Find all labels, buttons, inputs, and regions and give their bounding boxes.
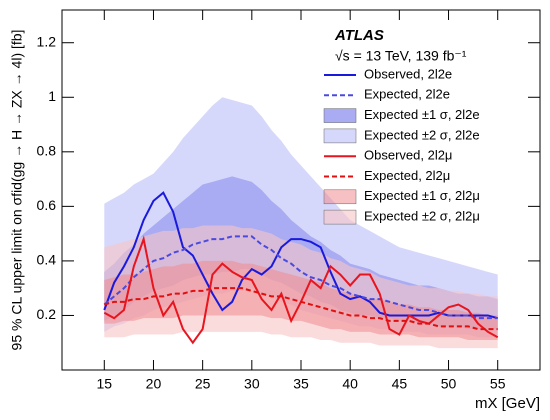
x-tick-label: 35	[293, 376, 309, 392]
y-axis-label: 95 % CL upper limit on σfid(gg → H → ZX …	[9, 30, 25, 351]
y-tick-label: 0.2	[37, 306, 57, 322]
y-tick-label: 0.6	[37, 197, 57, 213]
x-tick-label: 50	[441, 376, 457, 392]
legend-label: Observed, 2l2μ	[364, 148, 452, 163]
energy-label: √s = 13 TeV, 139 fb⁻¹	[335, 48, 467, 64]
x-tick-label: 45	[392, 376, 408, 392]
limit-line	[104, 287, 498, 331]
x-tick-label: 15	[97, 376, 113, 392]
legend-swatch	[323, 128, 357, 144]
y-tick-label: 1.2	[37, 33, 57, 49]
y-tick-label: 1	[48, 88, 56, 104]
y-tick-label: 0.8	[37, 143, 57, 159]
plot-area	[103, 97, 499, 349]
x-tick-label: 30	[244, 376, 260, 392]
x-tick-label: 25	[195, 376, 211, 392]
legend-swatch	[323, 189, 357, 205]
legend-label: Expected ±1 σ, 2l2μ	[364, 188, 480, 203]
legend-swatch	[323, 209, 357, 225]
limit-line	[103, 191, 498, 320]
y-tick-label: 0.4	[37, 252, 57, 268]
x-axis-label: mX [GeV]	[475, 395, 540, 412]
legend-label: Expected, 2l2μ	[364, 168, 450, 183]
x-tick-label: 55	[490, 376, 506, 392]
x-tick-label: 20	[146, 376, 162, 392]
legend-swatch	[323, 108, 357, 123]
legend-label: Expected ±1 σ, 2l2e	[364, 107, 480, 122]
experiment-label: ATLAS	[334, 27, 384, 44]
x-tick-label: 40	[342, 376, 358, 392]
legend-label: Expected ±2 σ, 2l2e	[364, 127, 480, 142]
legend-label: Expected ±2 σ, 2l2μ	[364, 209, 480, 224]
legend-label: Observed, 2l2e	[364, 66, 452, 81]
limit-line	[103, 235, 498, 320]
legend-label: Expected, 2l2e	[364, 87, 450, 102]
